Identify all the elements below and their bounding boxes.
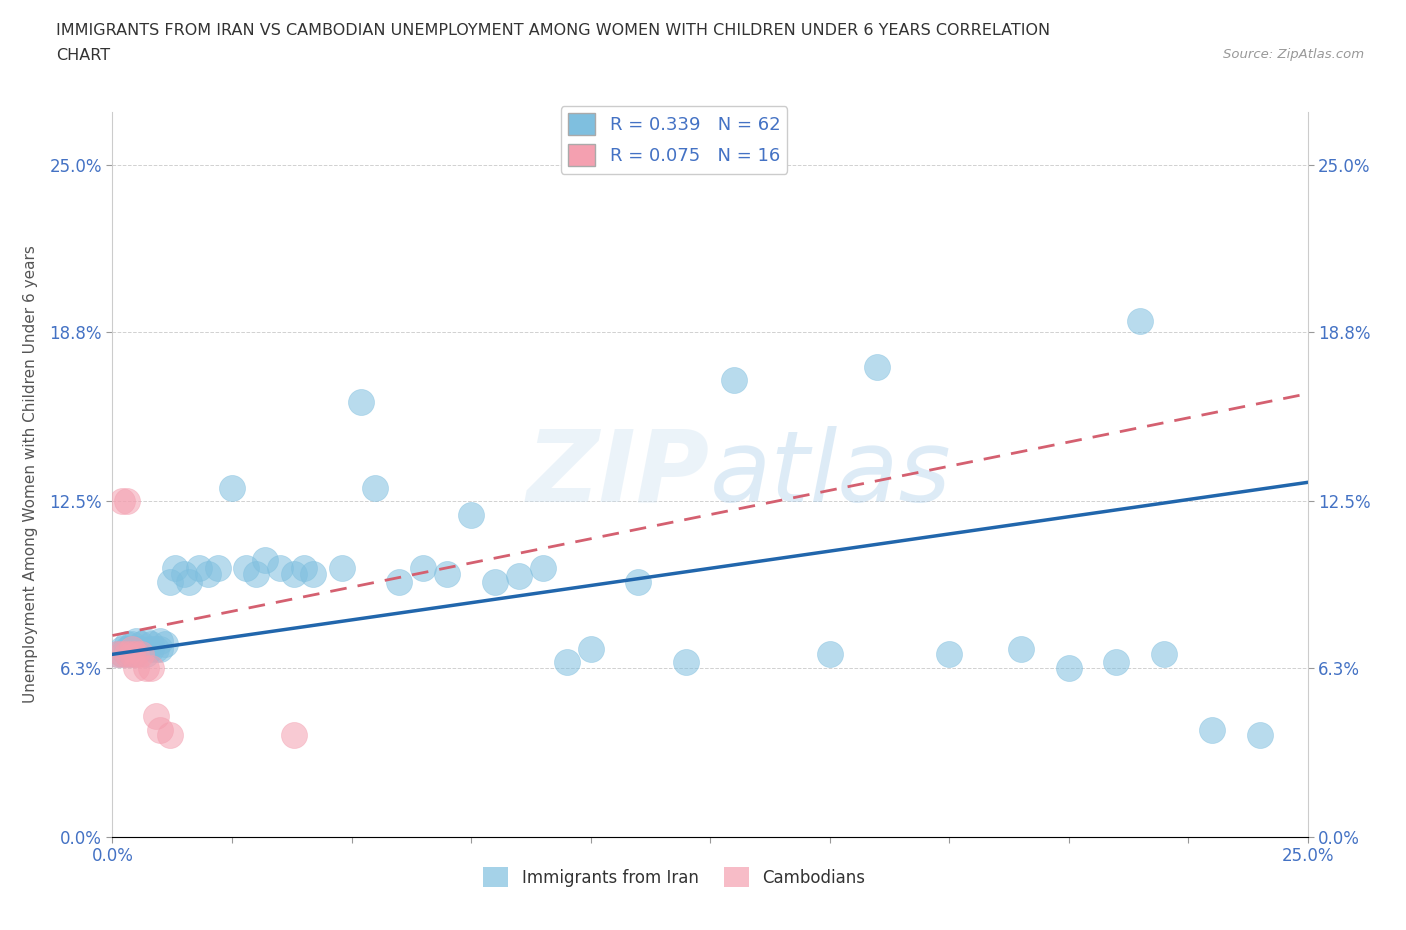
Point [121,647,143,662]
Point [135,647,157,662]
Point [153,636,176,651]
Point [866,359,889,374]
Point [207,561,229,576]
Point [111,647,134,662]
Text: Source: ZipAtlas.com: Source: ZipAtlas.com [1223,48,1364,61]
Point [1010,642,1032,657]
Point [1129,313,1152,328]
Point [283,566,305,581]
Point [159,575,181,590]
Point [1105,655,1128,670]
Legend: Immigrants from Iran, Cambodians: Immigrants from Iran, Cambodians [477,860,872,894]
Point [221,480,243,495]
Point [269,561,291,576]
Point [111,642,134,657]
Point [125,647,148,662]
Point [129,647,152,662]
Point [111,647,134,662]
Point [125,660,148,675]
Point [121,647,143,662]
Point [292,561,315,576]
Point [129,642,152,657]
Point [121,642,143,657]
Point [121,642,143,657]
Point [1249,727,1271,742]
Point [105,647,128,662]
Point [173,566,195,581]
Point [627,575,650,590]
Point [139,660,162,675]
Point [125,642,148,657]
Point [115,642,138,657]
Point [139,636,162,651]
Point [187,561,209,576]
Point [145,642,167,657]
Point [235,561,257,576]
Point [245,566,267,581]
Point [531,561,554,576]
Point [163,561,186,576]
Point [302,566,325,581]
Point [121,636,143,651]
Point [149,722,172,737]
Point [125,633,148,648]
Point [145,709,167,724]
Point [364,480,387,495]
Point [1057,660,1080,675]
Point [723,373,745,388]
Point [508,569,530,584]
Point [1201,722,1223,737]
Point [139,642,162,657]
Point [938,647,960,662]
Y-axis label: Unemployment Among Women with Children Under 6 years: Unemployment Among Women with Children U… [24,246,38,703]
Point [115,647,138,662]
Point [115,636,138,651]
Text: IMMIGRANTS FROM IRAN VS CAMBODIAN UNEMPLOYMENT AMONG WOMEN WITH CHILDREN UNDER 6: IMMIGRANTS FROM IRAN VS CAMBODIAN UNEMPL… [56,23,1050,38]
Point [159,727,181,742]
Text: CHART: CHART [56,48,110,63]
Point [177,575,200,590]
Text: ZIP: ZIP [527,426,710,523]
Point [115,494,138,509]
Point [350,394,373,409]
Point [460,507,482,522]
Point [125,647,148,662]
Point [388,575,411,590]
Point [111,494,134,509]
Point [197,566,219,581]
Point [283,727,305,742]
Point [579,642,602,657]
Point [105,647,128,662]
Text: atlas: atlas [710,426,952,523]
Point [149,633,172,648]
Point [135,660,157,675]
Point [149,642,172,657]
Point [115,647,138,662]
Point [412,561,434,576]
Point [484,575,506,590]
Point [129,636,152,651]
Point [555,655,578,670]
Point [135,633,157,648]
Point [675,655,697,670]
Point [330,561,353,576]
Point [1153,647,1175,662]
Point [436,566,458,581]
Point [818,647,841,662]
Point [254,552,277,567]
